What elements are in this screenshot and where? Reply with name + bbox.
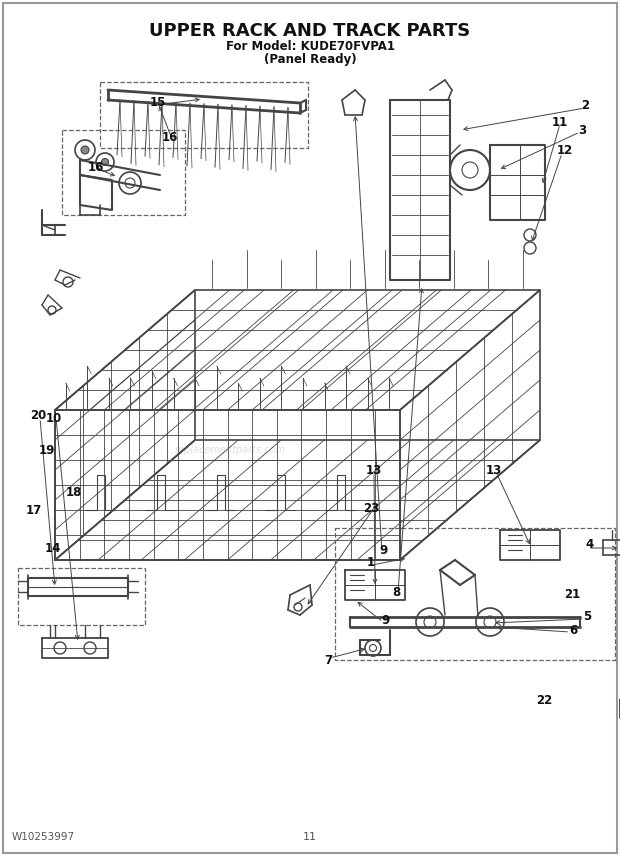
Text: For Model: KUDE70FVPA1: For Model: KUDE70FVPA1 xyxy=(226,40,394,53)
Text: 5: 5 xyxy=(583,610,591,623)
Text: 7: 7 xyxy=(324,653,332,667)
Text: 14: 14 xyxy=(45,542,61,555)
Text: replacementparts.com: replacementparts.com xyxy=(174,445,286,455)
Text: 20: 20 xyxy=(30,408,46,421)
Text: 6: 6 xyxy=(569,623,577,637)
Text: 13: 13 xyxy=(486,463,502,477)
Text: 16: 16 xyxy=(88,161,104,174)
Text: 4: 4 xyxy=(586,538,594,551)
Text: 13: 13 xyxy=(366,463,382,477)
Text: 11: 11 xyxy=(552,116,568,128)
Text: UPPER RACK AND TRACK PARTS: UPPER RACK AND TRACK PARTS xyxy=(149,22,471,40)
Text: 2: 2 xyxy=(581,98,589,111)
Text: 1: 1 xyxy=(367,556,375,569)
Text: 3: 3 xyxy=(578,123,586,136)
Text: 18: 18 xyxy=(66,485,82,498)
Text: 17: 17 xyxy=(26,503,42,516)
Text: 22: 22 xyxy=(536,693,552,706)
Text: 16: 16 xyxy=(162,130,178,144)
Text: 23: 23 xyxy=(363,502,379,514)
Circle shape xyxy=(102,158,108,165)
Text: 19: 19 xyxy=(39,443,55,456)
Text: 11: 11 xyxy=(303,832,317,842)
Circle shape xyxy=(81,146,89,154)
Text: 8: 8 xyxy=(392,586,400,598)
Text: 10: 10 xyxy=(46,412,62,425)
Text: (Panel Ready): (Panel Ready) xyxy=(264,53,356,66)
Text: 12: 12 xyxy=(557,144,573,157)
Text: 21: 21 xyxy=(564,589,580,602)
Text: W10253997: W10253997 xyxy=(12,832,75,842)
Text: 9: 9 xyxy=(381,614,389,627)
Text: 15: 15 xyxy=(150,96,166,109)
Text: 9: 9 xyxy=(380,544,388,556)
